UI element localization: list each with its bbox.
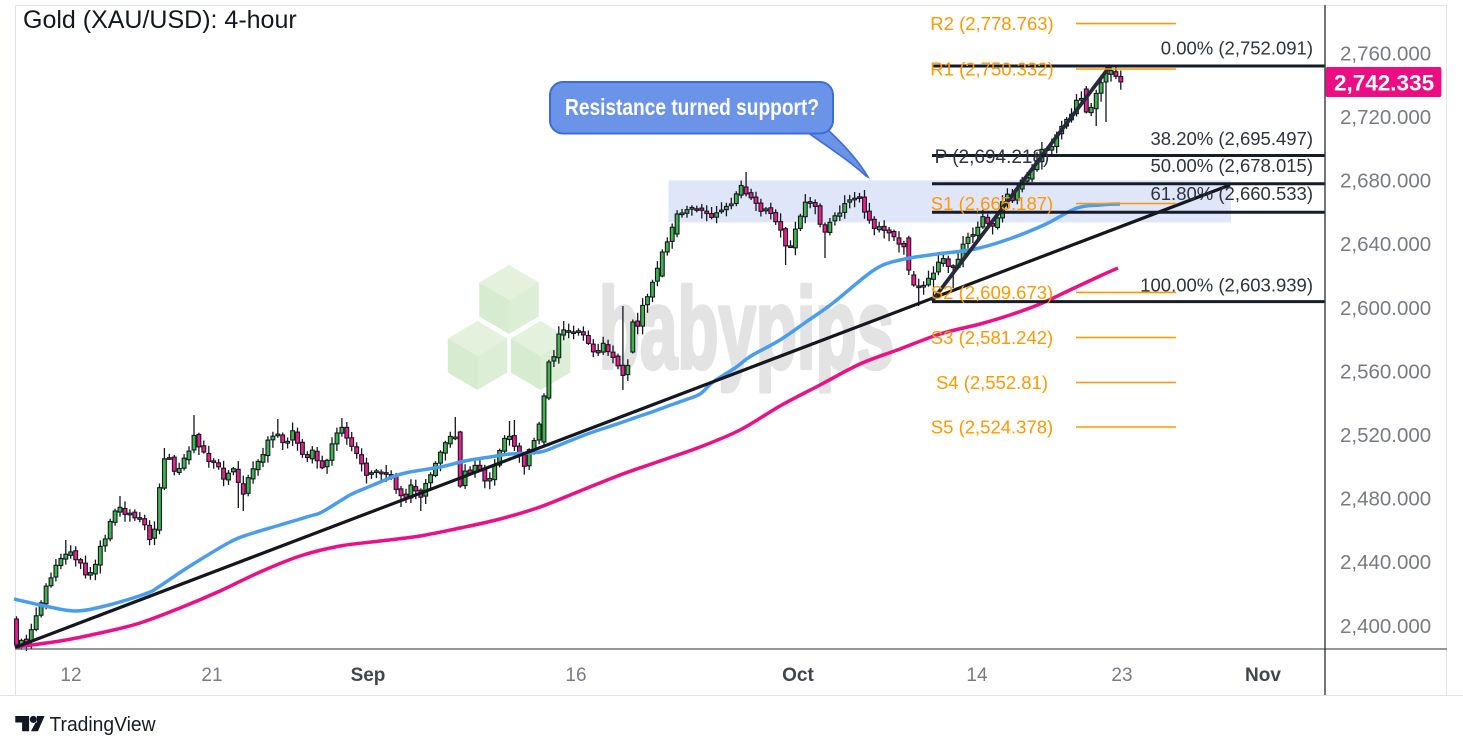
svg-text:2,742.335: 2,742.335 bbox=[1334, 71, 1434, 96]
svg-text:S2 (2,609.673): S2 (2,609.673) bbox=[931, 282, 1053, 303]
svg-text:S5 (2,524.378): S5 (2,524.378) bbox=[931, 417, 1053, 438]
svg-text:50.00% (2,678.015): 50.00% (2,678.015) bbox=[1150, 155, 1313, 176]
svg-text:2,640.000: 2,640.000 bbox=[1340, 233, 1431, 256]
svg-text:61.80% (2,660.533): 61.80% (2,660.533) bbox=[1150, 183, 1313, 204]
svg-text:Oct: Oct bbox=[782, 665, 814, 686]
svg-text:2,760.000: 2,760.000 bbox=[1340, 42, 1431, 65]
svg-text:Nov: Nov bbox=[1245, 665, 1281, 686]
svg-text:Sep: Sep bbox=[351, 665, 386, 686]
svg-text:21: 21 bbox=[201, 665, 222, 686]
svg-text:P (2,694.218): P (2,694.218) bbox=[935, 147, 1050, 168]
svg-text:2,400.000: 2,400.000 bbox=[1340, 615, 1431, 638]
svg-text:0.00% (2,752.091): 0.00% (2,752.091) bbox=[1161, 38, 1313, 59]
svg-text:TradingView: TradingView bbox=[50, 714, 157, 736]
svg-text:R1 (2,750.332): R1 (2,750.332) bbox=[930, 59, 1053, 80]
svg-text:100.00% (2,603.939): 100.00% (2,603.939) bbox=[1140, 275, 1313, 296]
svg-text:Gold (XAU/USD): 4-hour: Gold (XAU/USD): 4-hour bbox=[23, 6, 297, 34]
svg-text:2,480.000: 2,480.000 bbox=[1340, 488, 1431, 511]
svg-text:23: 23 bbox=[1111, 665, 1132, 686]
svg-text:2,720.000: 2,720.000 bbox=[1340, 106, 1431, 129]
svg-text:2,560.000: 2,560.000 bbox=[1340, 360, 1431, 383]
svg-text:14: 14 bbox=[966, 665, 988, 686]
svg-text:S3 (2,581.242): S3 (2,581.242) bbox=[931, 327, 1053, 348]
svg-text:2,520.000: 2,520.000 bbox=[1340, 424, 1431, 447]
svg-text:2,600.000: 2,600.000 bbox=[1340, 297, 1431, 320]
svg-text:12: 12 bbox=[60, 665, 81, 686]
svg-text:R2 (2,778.763): R2 (2,778.763) bbox=[930, 13, 1053, 34]
svg-text:2,440.000: 2,440.000 bbox=[1340, 551, 1431, 574]
svg-text:S1 (2,665.187): S1 (2,665.187) bbox=[931, 193, 1053, 214]
svg-text:16: 16 bbox=[565, 665, 586, 686]
svg-text:2,680.000: 2,680.000 bbox=[1340, 170, 1431, 193]
svg-text:S4 (2,552.81): S4 (2,552.81) bbox=[936, 372, 1048, 393]
svg-text:38.20% (2,695.497): 38.20% (2,695.497) bbox=[1150, 128, 1313, 149]
svg-text:Resistance turned support?: Resistance turned support? bbox=[565, 94, 819, 120]
